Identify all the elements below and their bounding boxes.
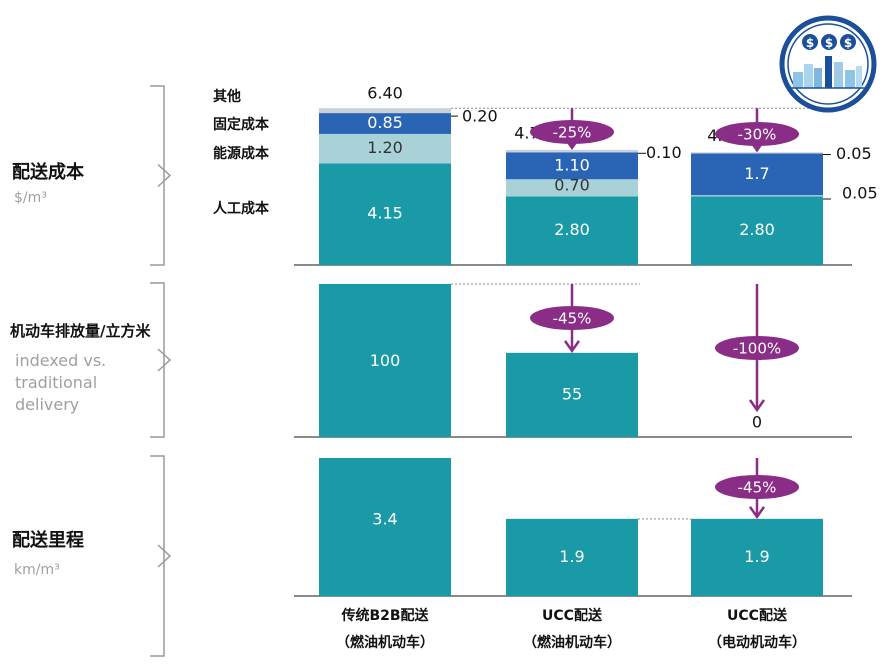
- emission-value-3: 0: [752, 413, 762, 432]
- mileage-bar-3: [691, 518, 823, 596]
- cost-value-2-labor: 2.80: [554, 220, 590, 239]
- emission-change-arrow-3-head: [748, 399, 766, 413]
- cost-bar-3-seg-3: [691, 153, 823, 196]
- cost-value-2-fixed: 1.10: [554, 155, 590, 174]
- cost-bar-2-seg-1: [506, 196, 638, 265]
- cost-value-3-labor: 2.80: [739, 220, 775, 239]
- cost-value-1-fixed: 0.85: [367, 113, 403, 132]
- cost-bar-1-seg-4: [319, 108, 451, 114]
- cost-change-arrow-2-label: -25%: [553, 124, 592, 142]
- category-label-1-line1: 传统B2B配送: [340, 607, 429, 624]
- mileage-bar-2: [506, 518, 638, 596]
- panel3-bracket-chevron: [157, 544, 172, 568]
- emission-bar-1: [319, 284, 451, 437]
- mileage-value-2: 1.9: [559, 547, 584, 566]
- panel2-unit-line2: traditional: [15, 373, 97, 392]
- cost-bar-3-seg-2: [691, 195, 823, 197]
- cost-value-1-energy: 1.20: [367, 138, 403, 157]
- emission-value-2: 55: [562, 384, 582, 403]
- cost-change-arrow-3-label: -30%: [738, 126, 777, 144]
- mileage-change-arrow-3-head: [748, 506, 766, 520]
- cost-bar-2-seg-4: [506, 149, 638, 153]
- cost-bar-1-seg-2: [319, 133, 451, 164]
- emission-change-arrow-2-label: -45%: [553, 310, 592, 328]
- category-label-2-line2: （燃油机动车）: [523, 634, 621, 651]
- cost-value-1-labor: 4.15: [367, 204, 403, 223]
- panel3-title: 配送里程: [12, 529, 84, 551]
- emission-change-arrow-3-pill: [715, 336, 799, 360]
- cost-value-3-fixed: 1.7: [744, 164, 769, 183]
- series-label-3: 固定成本: [213, 116, 270, 133]
- mileage-value-1: 3.4: [372, 509, 397, 528]
- category-label-3-line2: （电动机动车）: [708, 634, 806, 651]
- panel1-unit: $/m³: [14, 190, 47, 206]
- emission-bar-2: [506, 352, 638, 437]
- cost-value-3-energy: 0.05: [842, 183, 878, 202]
- city-money-logo-icon: $ $ $: [779, 15, 877, 113]
- cost-change-arrow-3-pill: [715, 122, 799, 146]
- cost-bar-2-seg-3: [506, 152, 638, 180]
- series-label-4: 其他: [213, 88, 241, 105]
- category-label-3-line1: UCC配送: [727, 607, 788, 624]
- emission-value-1: 100: [370, 351, 401, 370]
- panel2-unit-line3: delivery: [15, 395, 79, 414]
- category-label-2-line1: UCC配送: [542, 607, 603, 624]
- panel1-bracket: [150, 85, 165, 266]
- cost-value-1-other: 0.20: [462, 107, 498, 126]
- panel3-bracket: [150, 455, 165, 657]
- panel1-title: 配送成本: [12, 161, 84, 183]
- cost-bar-1-seg-3: [319, 113, 451, 134]
- cost-value-3-other: 0.05: [836, 144, 872, 163]
- panel2-title: 机动车排放量/立方米: [10, 322, 151, 340]
- panel2-unit-line1: indexed vs.: [15, 351, 106, 370]
- panel2-bracket-chevron: [157, 348, 172, 372]
- cost-bar-1-seg-1: [319, 163, 451, 265]
- cost-value-2-energy: 0.70: [554, 175, 590, 194]
- cost-value-2-other: 0.10: [646, 143, 682, 162]
- series-label-2: 能源成本: [213, 145, 270, 162]
- category-label-1-line2: （燃油机动车）: [336, 634, 434, 651]
- emission-change-arrow-3-label: -100%: [733, 340, 781, 358]
- series-label-1: 人工成本: [213, 200, 270, 217]
- mileage-bar-1: [319, 457, 451, 596]
- cost-change-arrow-2-pill: [530, 120, 614, 144]
- cost-bar-2-seg-2: [506, 179, 638, 197]
- cost-bar-3-seg-1: [691, 196, 823, 265]
- logo-dollar-1: $: [806, 36, 814, 50]
- cost-total-1: 6.40: [367, 84, 403, 103]
- mileage-change-arrow-3-pill: [715, 475, 799, 499]
- logo-dollar-3: $: [844, 36, 852, 50]
- mileage-value-3: 1.9: [744, 547, 769, 566]
- panel1-bracket-chevron: [157, 163, 172, 188]
- panel2-bracket: [150, 282, 165, 438]
- mileage-change-arrow-3-label: -45%: [738, 479, 777, 497]
- logo-dollar-2: $: [825, 36, 833, 50]
- emission-change-arrow-2-pill: [530, 306, 614, 330]
- cost-bar-3-seg-4: [691, 152, 823, 154]
- panel3-unit: km/m³: [14, 562, 60, 578]
- emission-change-arrow-2-head: [563, 340, 581, 354]
